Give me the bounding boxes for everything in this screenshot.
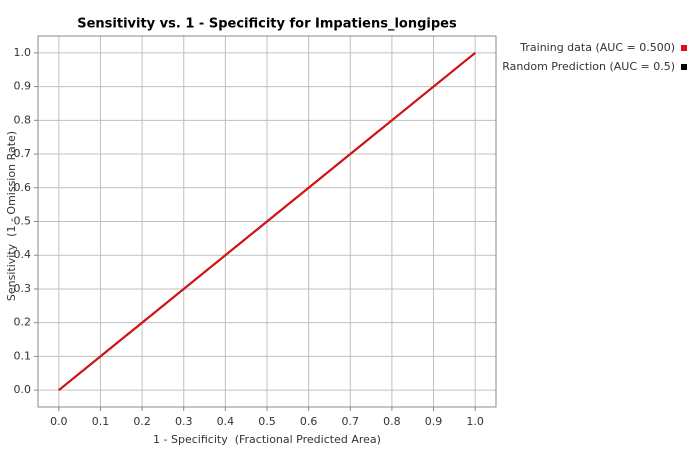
x-tick-label: 0.1 xyxy=(92,415,110,428)
y-axis-label: Sensitivity (1 - Omission Rate) xyxy=(5,131,18,301)
y-tick-label: 0.3 xyxy=(14,282,32,295)
x-tick-label: 1.0 xyxy=(466,415,484,428)
x-tick-label: 0.6 xyxy=(300,415,318,428)
x-tick-label: 0.7 xyxy=(342,415,360,428)
x-tick-label: 0.0 xyxy=(50,415,68,428)
x-tick-label: 0.8 xyxy=(383,415,401,428)
y-tick-label: 0.1 xyxy=(14,349,32,362)
y-tick-label: 0.4 xyxy=(14,248,32,261)
y-tick-label: 0.0 xyxy=(14,383,32,396)
legend-swatch xyxy=(681,45,687,51)
y-tick-label: 0.8 xyxy=(14,113,32,126)
legend-swatch xyxy=(681,64,687,70)
x-tick-label: 0.9 xyxy=(425,415,443,428)
x-axis-label: 1 - Specificity (Fractional Predicted Ar… xyxy=(153,433,381,446)
y-tick-label: 1.0 xyxy=(14,46,32,59)
y-tick-label: 0.9 xyxy=(14,80,32,93)
x-tick-label: 0.5 xyxy=(258,415,276,428)
legend-label: Random Prediction (AUC = 0.5) xyxy=(502,60,675,73)
series-line xyxy=(58,52,476,391)
x-tick-label: 0.4 xyxy=(217,415,235,428)
chart-title: Sensitivity vs. 1 - Specificity for Impa… xyxy=(77,17,457,32)
y-tick-label: 0.6 xyxy=(14,181,32,194)
y-tick-label: 0.7 xyxy=(14,147,32,160)
y-tick-label: 0.5 xyxy=(14,215,32,228)
legend-label: Training data (AUC = 0.500) xyxy=(519,41,675,54)
plot-border xyxy=(37,35,497,408)
x-tick-label: 0.3 xyxy=(175,415,193,428)
x-tick-label: 0.2 xyxy=(133,415,151,428)
y-tick-label: 0.2 xyxy=(14,316,32,329)
